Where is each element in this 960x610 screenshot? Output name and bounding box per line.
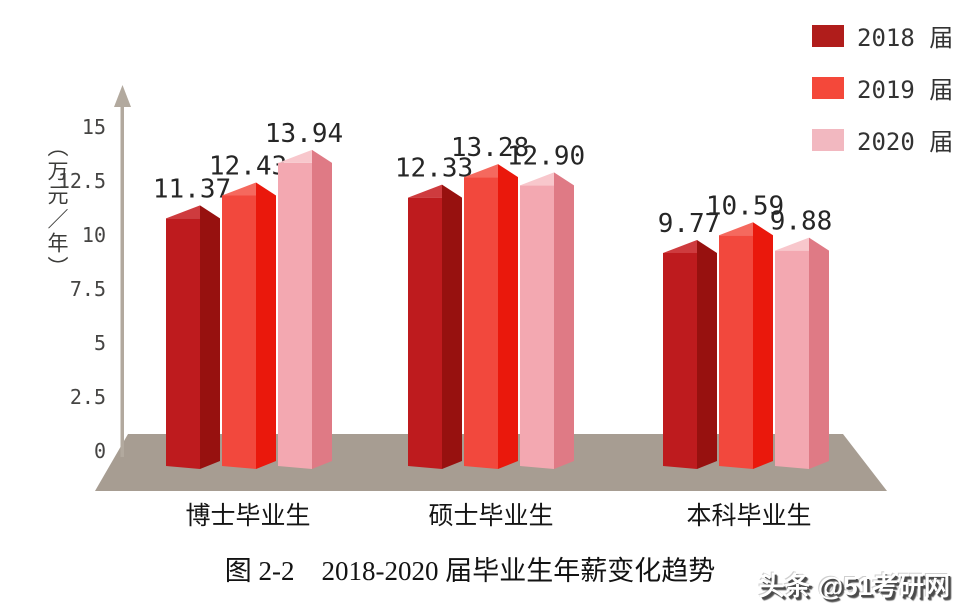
value-label-2019 届-本科毕业生: 10.59 — [706, 191, 784, 221]
bar-roof-2019 届-博士毕业生 — [222, 182, 256, 196]
bar-side-2020 届-博士毕业生 — [312, 149, 332, 469]
legend-label-2018: 2018 届 — [857, 24, 954, 52]
y-axis-unit-label: （万元／年） — [45, 136, 69, 280]
legend: 2018 届 2019 届 2020 届 — [812, 18, 953, 174]
category-label-master: 硕士毕业生 — [428, 503, 554, 530]
value-label-2018 届-硕士毕业生: 12.33 — [395, 154, 473, 184]
value-label-2020 届-本科毕业生: 9.88 — [770, 207, 833, 237]
bar-roof-2019 届-硕士毕业生 — [464, 164, 498, 178]
value-label-2018 届-博士毕业生: 11.37 — [153, 174, 231, 204]
bar-roof-2018 届-博士毕业生 — [166, 205, 200, 219]
bar-side-2018 届-硕士毕业生 — [442, 184, 462, 469]
bar-front-2020 届-硕士毕业生 — [520, 185, 554, 470]
bar-roof-2020 届-博士毕业生 — [278, 149, 312, 163]
bar-roof-2020 届-本科毕业生 — [775, 237, 809, 251]
bar-side-2020 届-本科毕业生 — [809, 237, 829, 469]
bar-front-2018 届-博士毕业生 — [166, 218, 200, 469]
legend-swatch-2020 — [812, 128, 844, 151]
bar-front-2019 届-硕士毕业生 — [464, 177, 498, 470]
legend-label-2020: 2020 届 — [857, 128, 954, 156]
value-label-2020 届-硕士毕业生: 12.90 — [507, 141, 585, 171]
value-label-2019 届-硕士毕业生: 13.28 — [451, 133, 529, 163]
bar-front-2018 届-本科毕业生 — [663, 252, 697, 469]
bar-side-2019 届-本科毕业生 — [753, 222, 773, 469]
bar-front-2018 届-硕士毕业生 — [408, 197, 442, 469]
legend-item-2020: 2020 届 — [812, 122, 953, 157]
legend-swatch-2019 — [812, 76, 844, 99]
bar-front-2020 届-本科毕业生 — [775, 250, 809, 469]
legend-item-2019: 2019 届 — [812, 70, 953, 105]
bar-front-2020 届-博士毕业生 — [278, 162, 312, 469]
category-label-bachelor: 本科毕业生 — [686, 503, 812, 530]
y-axis-arrowhead-icon — [114, 85, 131, 107]
value-label-2018 届-本科毕业生: 9.77 — [658, 209, 721, 239]
value-label-2020 届-博士毕业生: 13.94 — [265, 119, 343, 149]
legend-label-2019: 2019 届 — [857, 76, 954, 104]
y-tick-10: 10 — [81, 223, 106, 247]
bar-front-2019 届-本科毕业生 — [719, 235, 753, 469]
bar-side-2019 届-硕士毕业生 — [498, 164, 518, 470]
y-axis-line — [120, 104, 124, 457]
y-tick-2-5: 2.5 — [69, 385, 106, 409]
legend-swatch-2018 — [812, 24, 844, 47]
bar-roof-2018 届-本科毕业生 — [663, 239, 697, 253]
y-tick-0: 0 — [93, 439, 106, 463]
bar-roof-2018 届-硕士毕业生 — [408, 184, 442, 198]
legend-item-2018: 2018 届 — [812, 18, 953, 53]
y-tick-5: 5 — [93, 331, 106, 355]
bar-side-2018 届-博士毕业生 — [200, 205, 220, 469]
bar-roof-2020 届-硕士毕业生 — [520, 172, 554, 186]
bar-side-2018 届-本科毕业生 — [697, 239, 717, 469]
value-label-2019 届-博士毕业生: 12.43 — [209, 152, 287, 182]
bar-front-2019 届-博士毕业生 — [222, 195, 256, 469]
bar-side-2019 届-博士毕业生 — [256, 182, 276, 469]
y-tick-7-5: 7.5 — [69, 277, 106, 301]
category-label-doctoral: 博士毕业生 — [185, 503, 311, 530]
bar-side-2020 届-硕士毕业生 — [554, 172, 574, 470]
bar-roof-2019 届-本科毕业生 — [719, 222, 753, 236]
watermark: 头条 @51考研网 — [758, 571, 951, 601]
y-tick-12-5: 12.5 — [57, 169, 106, 193]
figure-caption: 图 2-2 2018-2020 届毕业生年薪变化趋势 — [224, 556, 716, 586]
y-tick-15: 15 — [81, 115, 106, 139]
